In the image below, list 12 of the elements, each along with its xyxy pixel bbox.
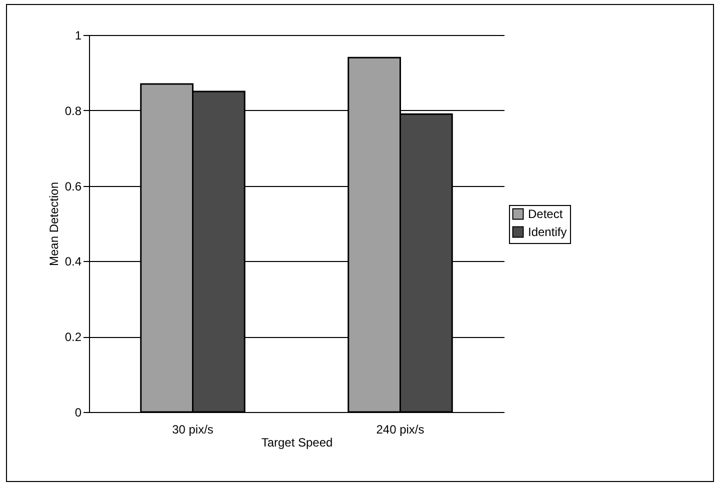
legend-label: Identify — [528, 225, 567, 239]
y-tick-label: 0.2 — [64, 330, 82, 344]
x-axis-title: Target Speed — [261, 436, 333, 450]
y-tick-label: 1 — [74, 28, 82, 42]
x-tick-label: 240 pix/s — [376, 422, 424, 436]
y-tick-label: 0.6 — [64, 179, 82, 194]
legend-label: Detect — [528, 207, 564, 221]
y-axis-title: Mean Detection — [46, 182, 61, 266]
y-tick-label: 0.8 — [64, 104, 82, 118]
y-tick-label: 0 — [74, 406, 82, 420]
y-tick-label: 0.4 — [64, 254, 82, 269]
x-tick-label: 30 pix/s — [172, 422, 214, 436]
